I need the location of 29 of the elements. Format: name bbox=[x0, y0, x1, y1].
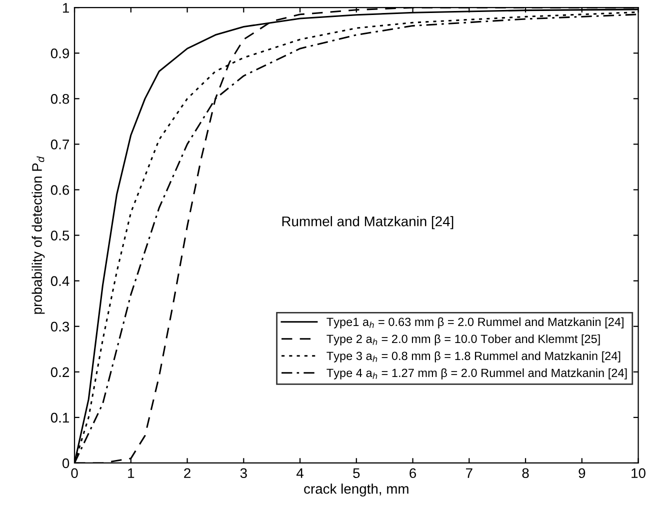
y-axis-title: probability of detection P$_{d}$ bbox=[32, 156, 45, 314]
y-tick-label: 0.5 bbox=[50, 230, 70, 240]
x-tick-label: 6 bbox=[410, 468, 416, 478]
x-tick-label: 9 bbox=[578, 468, 586, 478]
y-tick-label: 0.6 bbox=[50, 185, 70, 195]
y-tick-label: 0.4 bbox=[50, 276, 70, 286]
x-tick-label: 7 bbox=[466, 468, 472, 478]
y-tick-label: 0.9 bbox=[50, 48, 69, 58]
y-tick-label: 1 bbox=[62, 3, 69, 13]
y-tick-label: 0.7 bbox=[50, 140, 69, 150]
legend-label: Type 3 a$_{h}$ = 0.8 mm β = 1.8 Rummel and Matzkanin [24] bbox=[326, 351, 620, 362]
x-tick-label: 2 bbox=[184, 468, 190, 478]
x-tick-label: 3 bbox=[240, 468, 247, 478]
x-tick-label: 1 bbox=[128, 468, 134, 478]
legend-label: Type 2 a$_{h}$ = 2.0 mm β = 10.0 Tober and Klemmt [25] bbox=[326, 334, 600, 346]
x-axis-title: crack length, mm bbox=[304, 484, 408, 497]
legend-label: Type 4 a$_{h}$ = 1.27 mm β = 2.0 Rummel and Matzkanin [24] bbox=[326, 368, 627, 380]
x-tick-label: 10 bbox=[632, 468, 646, 478]
x-tick-label: 4 bbox=[296, 468, 304, 478]
x-tick-label: 8 bbox=[522, 468, 529, 478]
y-tick-label: 0.1 bbox=[50, 412, 69, 423]
y-tick-label: 0.8 bbox=[50, 94, 70, 104]
y-tick-label: 0 bbox=[62, 458, 70, 468]
x-tick-label: 0 bbox=[71, 468, 78, 478]
annotation: Rummel and Matzkanin [24] bbox=[282, 216, 454, 230]
y-tick-label: 0.2 bbox=[50, 367, 69, 378]
y-tick-label: 0.3 bbox=[50, 322, 70, 332]
legend-label: Type1 a$_{h}$ = 0.63 mm β = 2.0 Rummel and Matzkanin [24] bbox=[326, 317, 624, 328]
x-tick-label: 5 bbox=[353, 468, 360, 478]
